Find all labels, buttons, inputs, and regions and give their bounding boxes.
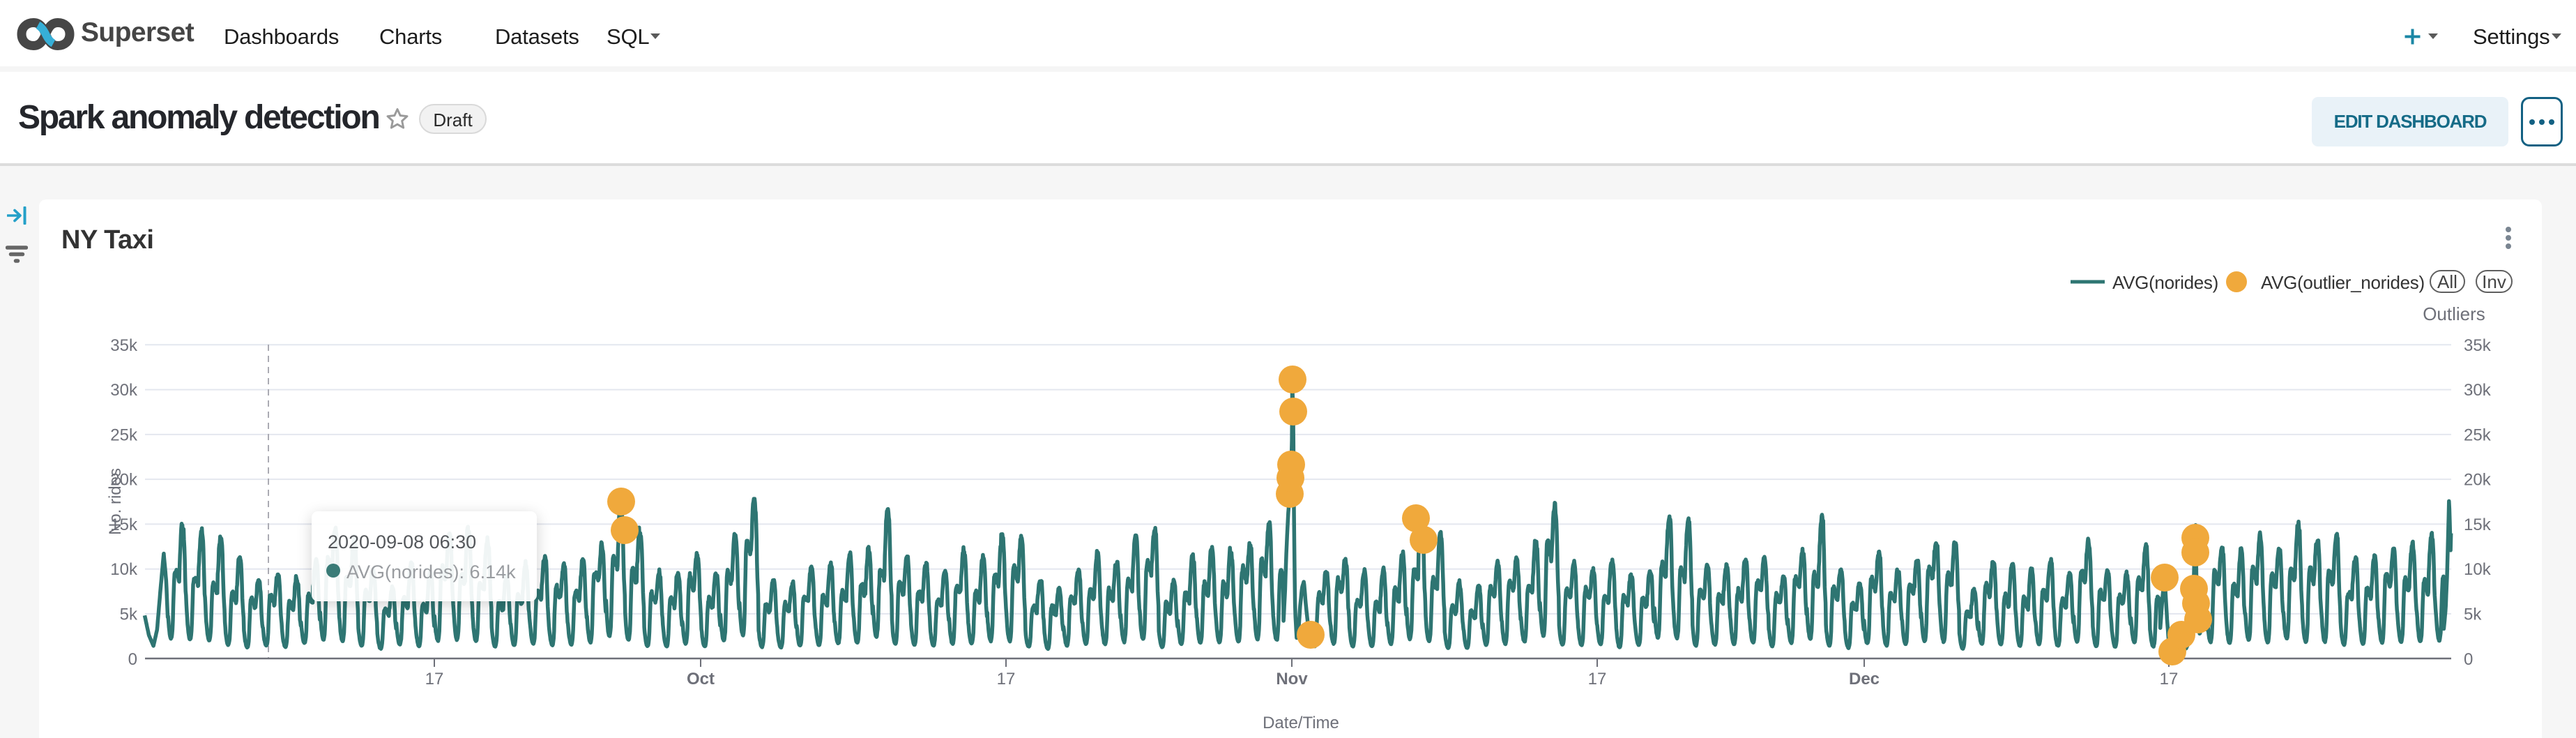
- svg-text:5k: 5k: [120, 605, 138, 624]
- svg-text:17: 17: [1588, 670, 1607, 688]
- svg-text:0: 0: [128, 650, 137, 669]
- svg-text:35k: 35k: [110, 336, 138, 355]
- svg-text:25k: 25k: [2464, 426, 2492, 444]
- svg-text:15k: 15k: [110, 515, 138, 534]
- svg-text:Oct: Oct: [687, 670, 715, 688]
- svg-text:15k: 15k: [2464, 515, 2492, 534]
- svg-text:0: 0: [2464, 650, 2473, 669]
- svg-text:30k: 30k: [2464, 381, 2492, 400]
- svg-text:10k: 10k: [2464, 560, 2492, 579]
- svg-text:20k: 20k: [2464, 471, 2492, 490]
- svg-text:17: 17: [425, 670, 444, 688]
- svg-text:10k: 10k: [110, 560, 138, 579]
- svg-text:20k: 20k: [110, 471, 138, 490]
- svg-text:35k: 35k: [2464, 336, 2492, 355]
- svg-text:No. rides: No. rides: [106, 468, 125, 535]
- svg-text:5k: 5k: [2464, 605, 2482, 624]
- svg-text:Date/Time: Date/Time: [1263, 714, 1339, 732]
- svg-text:Dec: Dec: [1849, 670, 1880, 688]
- svg-text:17: 17: [997, 670, 1016, 688]
- svg-text:AVG(norides): AVG(norides): [2112, 272, 2218, 293]
- svg-text:AVG(outlier_norides): AVG(outlier_norides): [2261, 272, 2425, 293]
- svg-text:Outliers: Outliers: [2423, 303, 2485, 324]
- svg-text:Nov: Nov: [1276, 670, 1308, 688]
- svg-text:17: 17: [2160, 670, 2179, 688]
- svg-text:25k: 25k: [110, 426, 138, 444]
- svg-text:30k: 30k: [110, 381, 138, 400]
